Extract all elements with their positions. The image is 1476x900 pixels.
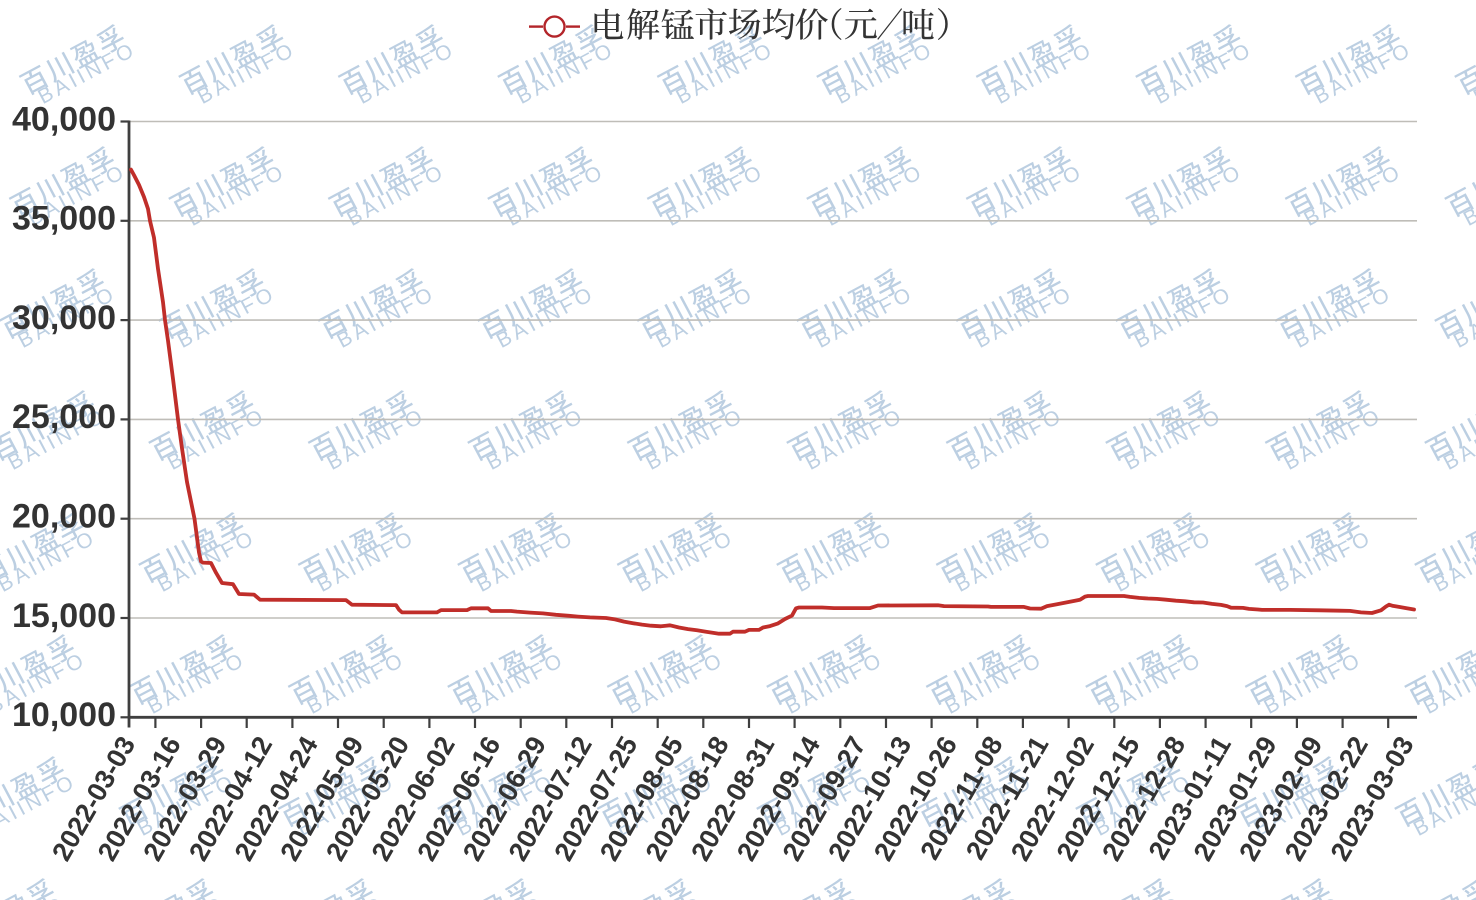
- svg-text:15,000: 15,000: [12, 597, 116, 635]
- svg-text:25,000: 25,000: [12, 398, 116, 436]
- svg-text:40,000: 40,000: [12, 100, 116, 138]
- svg-text:20,000: 20,000: [12, 498, 116, 536]
- svg-text:10,000: 10,000: [12, 696, 116, 734]
- svg-text:30,000: 30,000: [12, 299, 116, 337]
- svg-text:35,000: 35,000: [12, 200, 116, 238]
